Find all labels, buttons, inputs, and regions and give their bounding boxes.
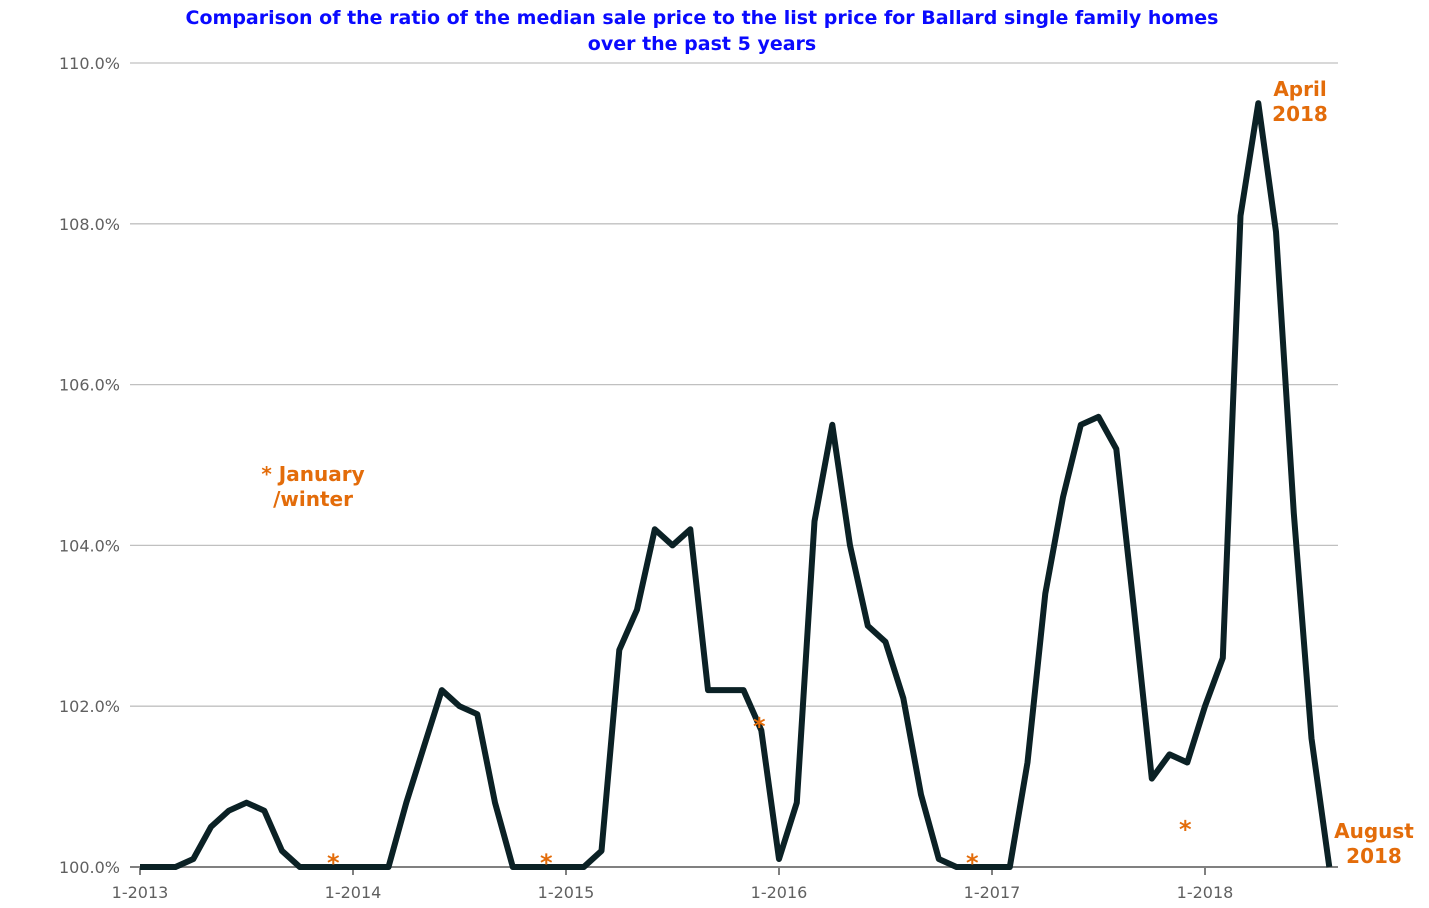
x-tick-label: 1-2018: [1177, 883, 1234, 902]
y-axis-ticks: 100.0% 102.0% 104.0% 106.0% 108.0% 110.0%: [59, 54, 120, 877]
y-tick-label: 108.0%: [59, 215, 120, 234]
x-tick-label: 1-2015: [538, 883, 595, 902]
x-tick-label: 1-2013: [112, 883, 169, 902]
x-axis-ticks: 1-2013 1-2014 1-2015 1-2016 1-2017 1-2018: [112, 867, 1234, 902]
y-tick-label: 110.0%: [59, 54, 120, 73]
y-tick-label: 106.0%: [59, 376, 120, 395]
end-label-line-2: 2018: [1346, 844, 1402, 868]
series-line: [140, 100, 1333, 870]
winter-star-markers: * * * * *: [327, 712, 1192, 877]
y-tick-label: 102.0%: [59, 697, 120, 716]
chart-title-line-2: over the past 5 years: [587, 33, 817, 55]
y-tick-label: 100.0%: [59, 858, 120, 877]
gridlines: [130, 62, 1338, 707]
y-tick-label: 104.0%: [59, 536, 120, 555]
winter-star: *: [966, 849, 979, 877]
x-tick-label: 1-2014: [325, 883, 382, 902]
legend-note-line-1: * January: [261, 462, 364, 486]
end-label-line-1: August: [1334, 819, 1414, 843]
chart-title-line-1: Comparison of the ratio of the median sa…: [185, 7, 1219, 29]
peak-label-line-2: 2018: [1272, 102, 1328, 126]
legend-note-line-2: /winter: [273, 487, 353, 511]
winter-star: *: [1179, 815, 1192, 843]
winter-star: *: [327, 849, 340, 877]
peak-label-line-1: April: [1273, 77, 1326, 101]
x-tick-label: 1-2017: [964, 883, 1021, 902]
winter-star: *: [540, 849, 553, 877]
x-tick-label: 1-2016: [751, 883, 808, 902]
winter-star: *: [753, 712, 766, 740]
